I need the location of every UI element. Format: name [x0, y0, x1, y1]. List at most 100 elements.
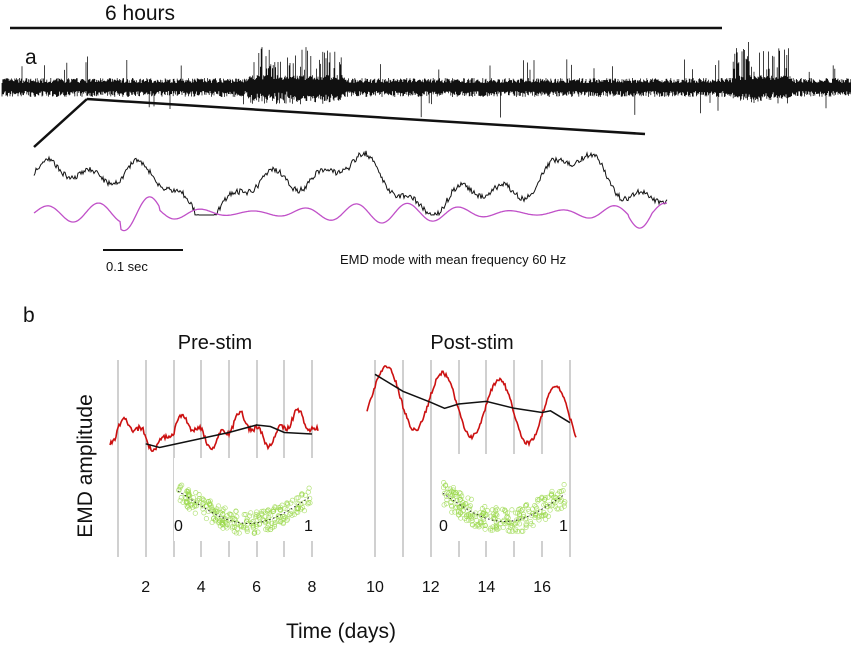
phase-scatter-point	[535, 496, 541, 502]
phase-scatter-point	[288, 510, 294, 517]
phase-scatter-point	[478, 513, 484, 519]
phase-scatter-point	[466, 504, 472, 510]
phase-scatter-point	[200, 496, 206, 502]
phase-scatter-point	[500, 524, 506, 531]
x-tick-label: 8	[308, 579, 317, 596]
zoomed-lfp-trace	[33, 150, 668, 217]
phase-scatter-point	[449, 492, 455, 498]
phase-scatter-point	[482, 511, 488, 517]
phase-scatter-point	[472, 514, 478, 520]
phase-scatter-point	[517, 513, 523, 519]
panel-a-label: a	[25, 46, 37, 69]
phase-scatter-point	[229, 525, 235, 531]
phase-scatter-point	[268, 526, 274, 533]
phase-scatter-point	[272, 517, 278, 523]
phase-scatter-point	[447, 486, 453, 492]
phase-scatter-point	[266, 510, 272, 516]
phase-scatter-point	[207, 502, 213, 508]
phase-scatter-point	[289, 497, 295, 503]
phase-scatter-point	[200, 506, 206, 512]
inset-phase-label-1: 1	[304, 518, 313, 535]
phase-scatter-point	[200, 503, 206, 509]
phase-scatter-point	[501, 517, 507, 523]
phase-scatter-point	[445, 486, 451, 492]
trend-line	[145, 424, 313, 449]
phase-scatter-point	[222, 505, 228, 511]
phase-scatter-point	[234, 526, 240, 532]
phase-scatter-point	[207, 498, 213, 504]
time-scale-label: 0.1 sec	[106, 259, 148, 274]
phase-scatter-point	[535, 514, 541, 520]
phase-scatter-point	[467, 503, 473, 509]
phase-scatter-point	[472, 523, 478, 530]
phase-scatter-point	[265, 527, 271, 533]
phase-scatter-point	[232, 516, 238, 522]
phase-scatter-point	[288, 500, 294, 506]
phase-scatter-point	[523, 524, 529, 530]
phase-scatter-point	[449, 503, 455, 510]
phase-scatter-point	[492, 516, 498, 522]
phase-scatter-point	[305, 489, 311, 495]
x-tick-label: 12	[422, 579, 440, 596]
emd-amplitude-series	[109, 407, 319, 453]
phase-scatter-point	[469, 513, 475, 519]
phase-scatter-point	[455, 509, 461, 515]
x-tick-label: 10	[366, 579, 384, 596]
zoom-connector-right	[86, 97, 646, 136]
emd-amplitude-series	[366, 365, 577, 448]
phase-scatter-point	[280, 521, 286, 527]
phase-scatter-point	[244, 516, 250, 522]
x-tick-label: 6	[252, 579, 261, 596]
phase-scatter-point	[284, 500, 290, 506]
phase-scatter-point	[211, 515, 217, 521]
phase-scatter-point	[277, 519, 283, 525]
inset-phase-label-0: 0	[439, 518, 448, 535]
phase-scatter-point	[253, 523, 259, 529]
phase-scatter-point	[294, 500, 300, 506]
phase-scatter-point	[513, 510, 519, 516]
duration-label: 6 hours	[105, 2, 175, 25]
phase-scatter-point	[538, 514, 544, 520]
phase-scatter-point	[295, 509, 301, 516]
phase-scatter-point	[552, 503, 558, 509]
phase-scatter-point	[520, 507, 526, 513]
inset-phase-label-0: 0	[174, 518, 183, 535]
phase-scatter-point	[469, 522, 476, 528]
phase-scatter-point	[176, 487, 182, 493]
phase-scatter-point	[259, 511, 265, 517]
phase-scatter-point	[294, 506, 301, 512]
phase-scatter-point	[468, 496, 474, 502]
phase-scatter-point	[178, 495, 184, 501]
phase-scatter-point	[186, 490, 192, 496]
phase-scatter-point	[542, 512, 548, 518]
phase-scatter-point	[556, 506, 562, 512]
phase-scatter-point	[233, 508, 239, 515]
phase-scatter-point	[275, 518, 281, 524]
phase-scatter-point	[277, 507, 283, 513]
phase-scatter-point	[294, 495, 300, 501]
phase-scatter-point	[547, 507, 553, 513]
phase-scatter-point	[523, 503, 529, 509]
phase-scatter-point	[482, 504, 488, 510]
phase-scatter-point	[201, 497, 207, 503]
phase-scatter-point	[444, 493, 450, 499]
phase-scatter-point	[489, 527, 495, 533]
inset-phase-label-1: 1	[559, 518, 568, 535]
phase-scatter-point	[442, 483, 448, 489]
phase-scatter-point	[515, 529, 521, 535]
phase-scatter-point	[490, 516, 496, 522]
phase-scatter-point	[201, 510, 207, 516]
phase-scatter-point	[257, 521, 263, 527]
phase-scatter-point	[236, 530, 242, 536]
phase-scatter-point	[466, 512, 472, 518]
phase-scatter-point	[225, 522, 231, 528]
phase-scatter-point	[506, 519, 512, 525]
phase-scatter-point	[463, 513, 469, 519]
phase-scatter-point	[460, 500, 466, 506]
phase-scatter-point	[549, 488, 555, 494]
phase-scatter-point	[192, 510, 198, 516]
phase-scatter-point	[481, 519, 487, 525]
phase-scatter-point	[444, 497, 450, 503]
phase-scatter-point	[493, 524, 499, 530]
